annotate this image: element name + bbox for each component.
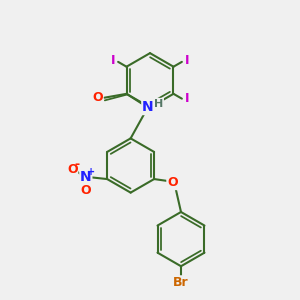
- Text: O: O: [167, 176, 178, 189]
- Text: +: +: [87, 167, 95, 177]
- Text: H: H: [154, 98, 163, 109]
- Text: Br: Br: [173, 276, 189, 289]
- Text: N: N: [80, 170, 92, 184]
- Text: N: N: [142, 100, 154, 114]
- Text: I: I: [185, 92, 189, 105]
- Text: I: I: [111, 54, 116, 67]
- Text: O: O: [67, 163, 78, 176]
- Text: O: O: [80, 184, 91, 197]
- Text: -: -: [74, 158, 80, 171]
- Text: O: O: [92, 91, 103, 104]
- Text: I: I: [185, 54, 189, 67]
